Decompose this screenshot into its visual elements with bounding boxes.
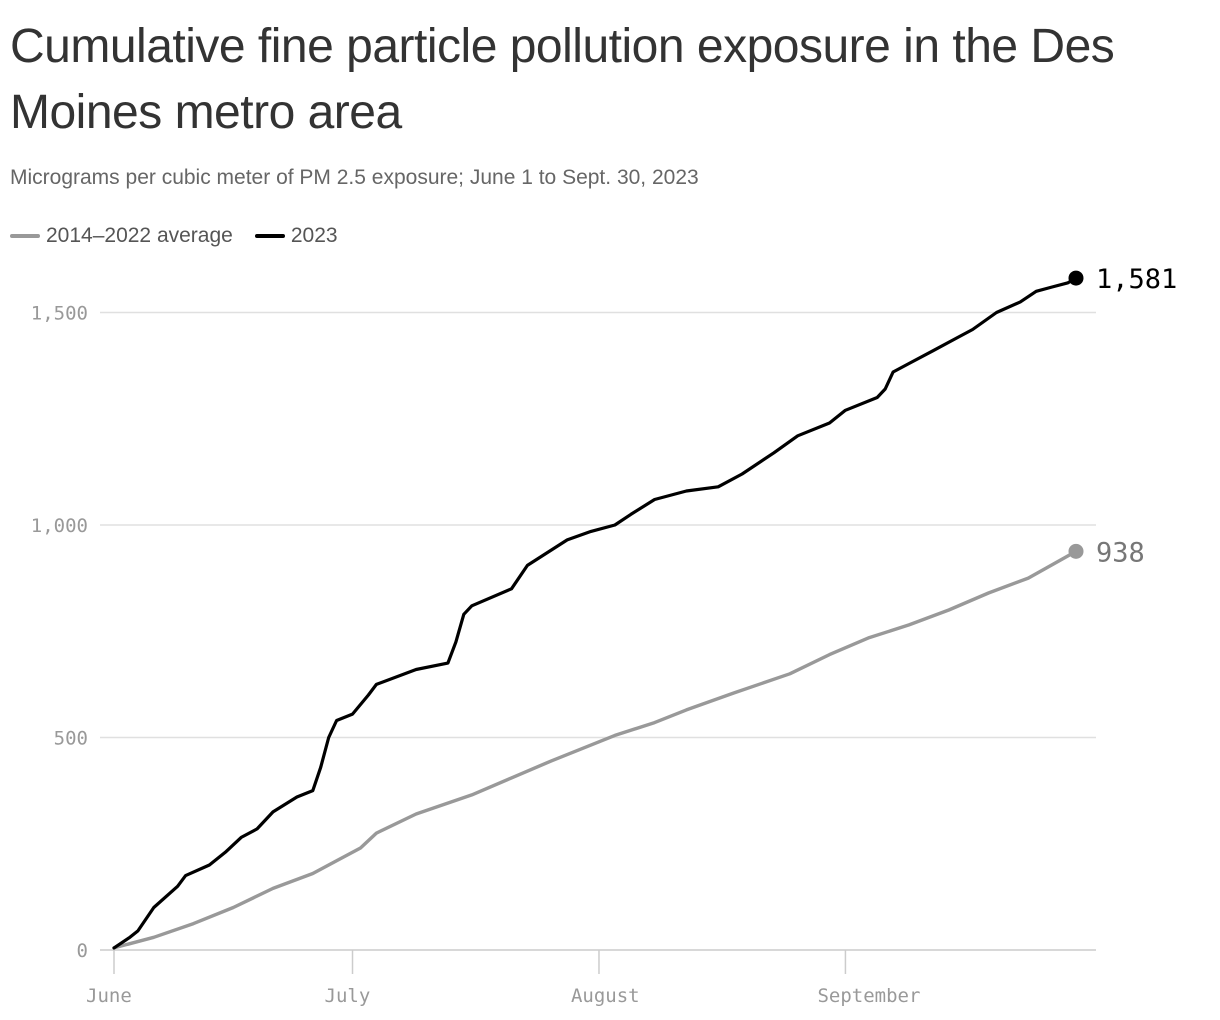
- x-tick-label-2: August: [571, 985, 640, 1007]
- legend-label-average: 2014–2022 average: [46, 224, 233, 247]
- x-tick-label-0: June: [86, 985, 132, 1007]
- y-tick-label-3: 1,500: [31, 303, 88, 325]
- y-tick-label-1: 500: [54, 728, 88, 750]
- series-line-0: [112, 549, 1078, 950]
- legend: 2014–2022 average 2023: [10, 224, 360, 248]
- legend-item-average: 2014–2022 average: [10, 224, 233, 248]
- series-end-label-0: 938: [1096, 537, 1145, 568]
- y-tick-label-0: 0: [77, 940, 88, 962]
- chart-subtitle: Micrograms per cubic meter of PM 2.5 exp…: [10, 166, 699, 189]
- legend-item-2023: 2023: [254, 224, 338, 248]
- legend-swatch-2023: [254, 234, 285, 238]
- legend-swatch-average: [10, 234, 40, 238]
- legend-label-2023: 2023: [290, 224, 338, 247]
- series-endpoint-1: [1068, 270, 1084, 286]
- series-endpoint-0: [1068, 543, 1084, 559]
- chart-title: Cumulative fine particle pollution expos…: [10, 20, 1115, 139]
- x-tick-label-3: September: [817, 985, 920, 1007]
- y-tick-label-2: 1,000: [31, 515, 88, 537]
- series-line-1: [112, 276, 1078, 950]
- x-tick-label-1: July: [325, 985, 371, 1007]
- series-end-label-1: 1,581: [1096, 264, 1177, 295]
